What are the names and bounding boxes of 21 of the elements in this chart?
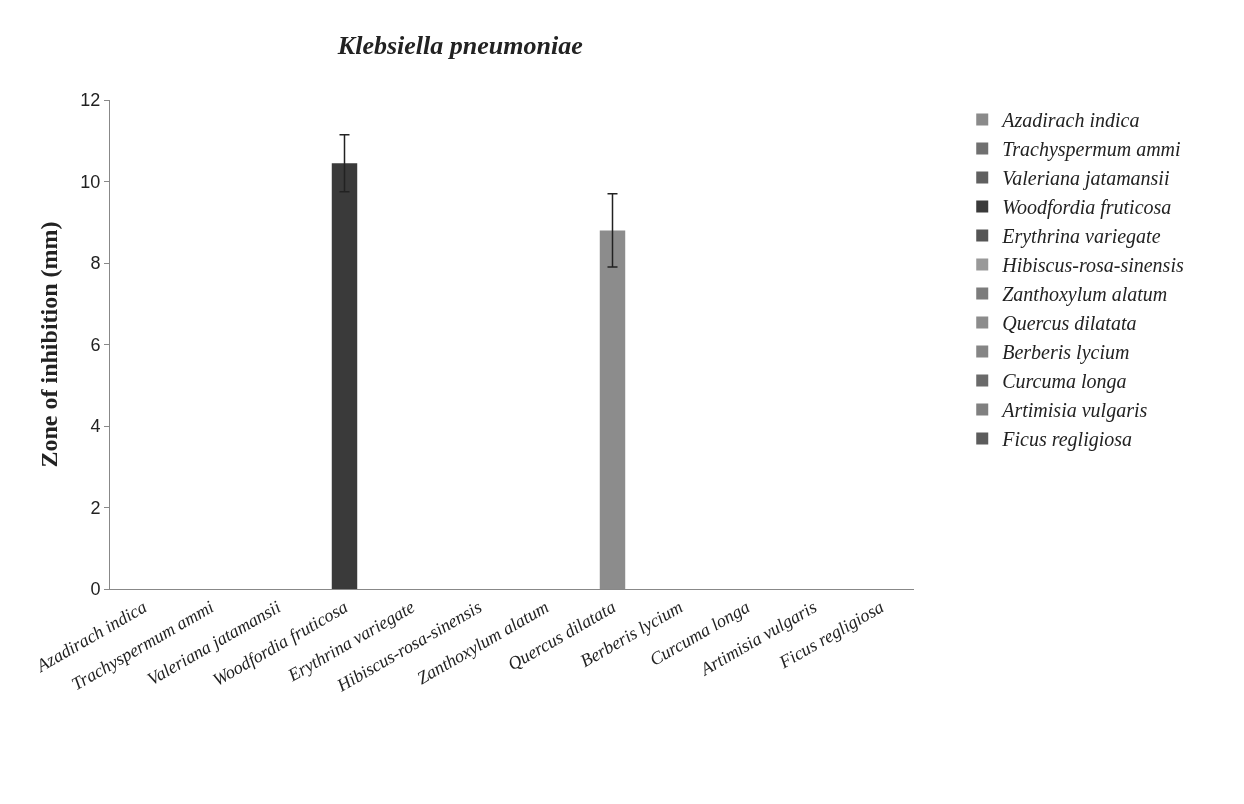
legend-label: Erythrina variegate [1001,225,1161,249]
y-tick-label: 12 [80,90,101,111]
legend-label: Valeriana jatamansii [1002,167,1170,191]
legend-label: Ficus regligiosa [1001,428,1133,452]
y-tick-label: 6 [90,334,101,355]
legend-label: Hibiscus-rosa-sinensis [1001,254,1184,277]
y-tick-label: 4 [90,416,101,437]
legend-label: Quercus dilatata [1002,312,1137,335]
legend-label: Zanthoxylum alatum [1002,283,1168,307]
chart-title: Klebsiella pneumoniae [336,31,583,61]
y-tick-label: 2 [90,497,101,518]
legend-label: Woodfordia fruticosa [1002,196,1172,220]
legend-label: Artimisia vulgaris [1000,399,1148,423]
y-axis-title: Zone of inhibition (mm) [36,221,63,468]
y-tick-label: 10 [80,171,101,192]
legend-label: Berberis lycium [1002,341,1130,365]
y-tick-label: 8 [90,253,101,274]
legend-label: Curcuma longa [1002,370,1127,394]
legend-label: Azadirach indica [1000,109,1140,132]
legend-label: Trachyspermum ammi [1002,138,1181,162]
y-tick-label: 0 [90,579,101,600]
